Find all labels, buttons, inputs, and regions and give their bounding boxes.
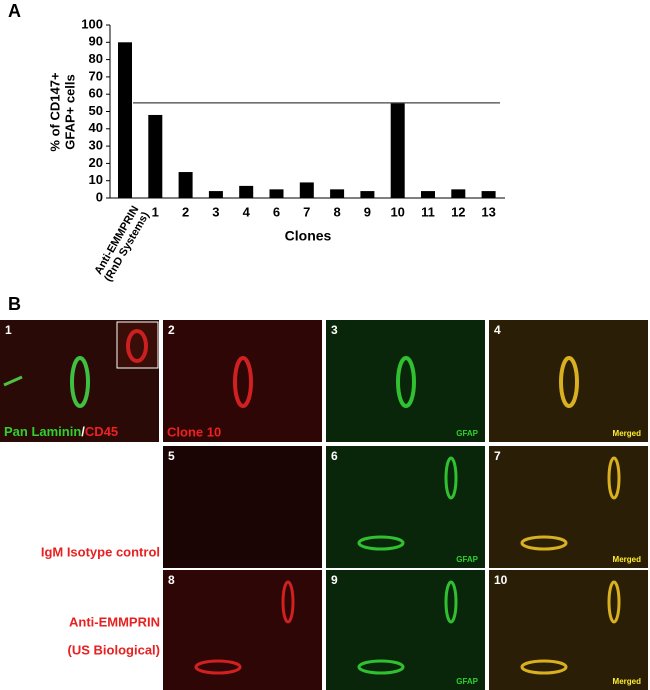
vessel <box>444 580 458 624</box>
tile-number: 10 <box>494 573 508 587</box>
stain-label: / <box>81 424 85 439</box>
y-tick-label: 90 <box>89 34 103 49</box>
y-tick-label: 30 <box>89 138 103 153</box>
tile-number: 8 <box>168 573 175 587</box>
y-axis-label: GFAP+ cells <box>62 74 77 150</box>
vessel <box>70 356 90 408</box>
y-tick-label: 70 <box>89 68 103 83</box>
bar <box>330 189 345 198</box>
micrograph <box>489 320 648 442</box>
bar <box>269 189 284 198</box>
micrograph <box>163 446 322 568</box>
bar <box>148 114 163 198</box>
bar <box>299 182 314 198</box>
y-tick-label: 50 <box>89 103 103 118</box>
x-tick-label: 11 <box>421 204 435 219</box>
x-tick-label: 4 <box>243 204 251 219</box>
vessel <box>194 659 242 675</box>
tile-number: 2 <box>168 323 175 337</box>
row-label: IgM Isotype control <box>41 544 160 559</box>
x-tick-label: 8 <box>333 204 340 219</box>
vessel <box>233 356 253 408</box>
micrograph <box>163 570 322 690</box>
micrograph <box>163 320 322 442</box>
y-tick-label: 10 <box>89 172 103 187</box>
x-tick-label: 6 <box>273 204 280 219</box>
stain-label: CD45 <box>85 424 118 439</box>
x-tick-label: 3 <box>212 204 219 219</box>
bar <box>421 191 435 198</box>
panel-label: A <box>8 1 21 21</box>
tile-number: 5 <box>168 449 175 463</box>
row-label: (US Biological) <box>68 642 160 657</box>
vessel <box>3 375 23 387</box>
bar <box>239 185 254 198</box>
bar <box>178 172 193 198</box>
y-tick-label: 100 <box>81 16 103 31</box>
x-tick-label: 12 <box>451 204 465 219</box>
stain-label: Pan Laminin/CD45 <box>4 424 118 439</box>
x-axis-label: Clones <box>285 228 332 244</box>
micrograph <box>489 446 648 568</box>
tile-caption: Merged <box>613 429 642 438</box>
x-tick-label: 10 <box>390 204 404 219</box>
x-tick-label: 7 <box>303 204 310 219</box>
tile-caption: GFAP <box>456 555 478 564</box>
tile-caption: Clone 10 <box>167 424 221 439</box>
y-tick-label: 0 <box>96 189 103 204</box>
bar <box>360 191 375 198</box>
tile-number: 3 <box>331 323 338 337</box>
x-tick-label: 2 <box>182 204 189 219</box>
tile-caption: Merged <box>613 677 642 686</box>
vessel <box>126 329 148 363</box>
vessel <box>357 659 405 675</box>
row-label: Anti-EMMPRIN <box>69 614 160 629</box>
bar <box>208 191 223 198</box>
vessel <box>520 659 568 675</box>
bar <box>390 102 405 198</box>
vessel <box>559 356 579 408</box>
panel-label: B <box>8 294 21 314</box>
bar <box>451 189 466 198</box>
y-tick-label: 60 <box>89 86 103 101</box>
tile-number: 1 <box>5 323 12 337</box>
stain-label: Pan Laminin <box>4 424 81 439</box>
vessel <box>396 356 416 408</box>
tile-caption: GFAP <box>456 429 478 438</box>
x-tick-label: 1 <box>152 204 159 219</box>
tile-number: 7 <box>494 449 501 463</box>
micrograph <box>326 320 485 442</box>
x-tick-label: 9 <box>364 204 371 219</box>
vessel <box>607 456 621 500</box>
tile-number: 6 <box>331 449 338 463</box>
vessel <box>607 580 621 624</box>
vessel <box>520 535 568 551</box>
y-axis-label: % of CD147+ <box>47 72 62 152</box>
vessel <box>444 456 458 500</box>
bar <box>118 42 132 198</box>
tile-number: 9 <box>331 573 338 587</box>
micrograph <box>326 570 485 690</box>
y-tick-label: 20 <box>89 155 103 170</box>
x-tick-label: 13 <box>481 204 495 219</box>
vessel <box>281 580 295 624</box>
tile-caption: Merged <box>613 555 642 564</box>
micrograph <box>326 446 485 568</box>
bar <box>481 191 496 198</box>
tile-number: 4 <box>494 323 501 337</box>
tile-caption: GFAP <box>456 677 478 686</box>
y-tick-label: 80 <box>89 51 103 66</box>
micrograph <box>489 570 648 690</box>
y-tick-label: 40 <box>89 120 103 135</box>
vessel <box>357 535 405 551</box>
